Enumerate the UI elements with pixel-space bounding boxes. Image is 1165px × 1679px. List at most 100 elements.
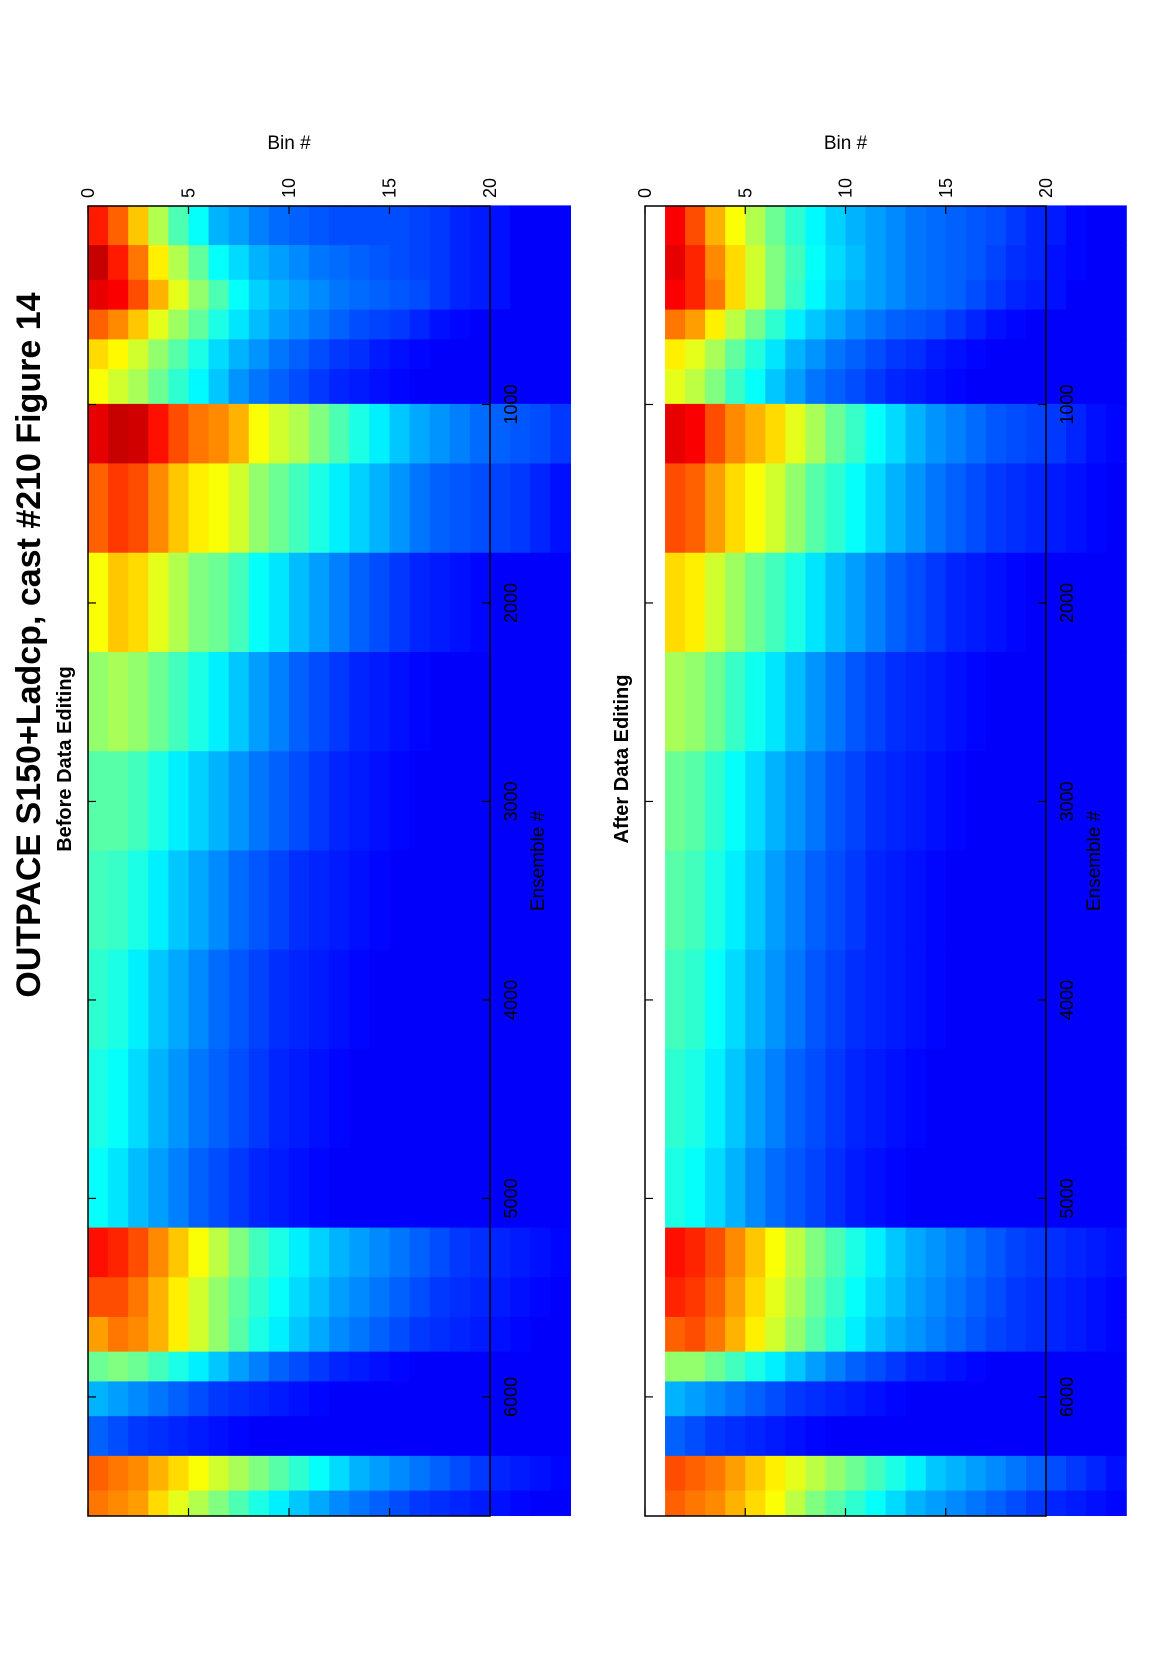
heatmap-cell [128, 850, 149, 951]
heatmap-cell [128, 279, 149, 311]
heatmap-cell [1025, 279, 1047, 311]
heatmap-cell [228, 751, 250, 852]
heatmap-cell [865, 751, 887, 852]
heatmap-cell [1046, 651, 1067, 752]
heatmap-cell [765, 205, 786, 246]
heatmap-cell [725, 751, 746, 852]
heatmap-cell [228, 949, 250, 1050]
heatmap-cell [168, 1381, 190, 1417]
heatmap-cell [1106, 1455, 1127, 1492]
heatmap-cell [208, 1351, 230, 1383]
heatmap-cell [725, 1351, 746, 1383]
heatmap-cell [289, 1381, 310, 1417]
heatmap-cell [108, 552, 129, 653]
heatmap-cell [268, 1148, 290, 1229]
heatmap-cell [785, 369, 806, 405]
heatmap-cell [665, 949, 686, 1050]
heatmap-cell [469, 1048, 491, 1149]
heatmap-cell [429, 1381, 451, 1417]
heatmap-cell [550, 1316, 571, 1353]
heatmap-cell [389, 949, 411, 1050]
heatmap-cell [945, 1351, 967, 1383]
heatmap-cell [429, 1416, 451, 1457]
heatmap-cell [409, 279, 431, 311]
heatmap-cell [449, 1490, 471, 1516]
heatmap-cell [228, 1148, 250, 1229]
heatmap-cell [389, 552, 411, 653]
heatmap-cell [1066, 1381, 1087, 1417]
heatmap-cell [1046, 1416, 1067, 1457]
rotated-figure: OUTPACE S150+Ladcp, cast #210 Figure 14 … [10, 133, 1127, 1517]
heatmap-cell [128, 1316, 149, 1353]
heatmap-cell [945, 1227, 967, 1278]
heatmap-cell [329, 279, 350, 311]
heatmap-cell [409, 1227, 431, 1278]
heatmap-cell [228, 279, 250, 311]
heatmap-cell [1066, 1416, 1087, 1457]
heatmap-cell [148, 1455, 170, 1492]
heatmap-cell [128, 1277, 149, 1318]
heatmap-cell [825, 1381, 847, 1417]
heatmap-cell [845, 1148, 867, 1229]
heatmap-cell [1025, 949, 1047, 1050]
heatmap-cell [530, 369, 551, 405]
heatmap-cell [665, 279, 686, 311]
heatmap-cell [228, 339, 250, 370]
heatmap-cell [985, 245, 1007, 281]
heatmap-cell [785, 1048, 806, 1149]
heatmap-cell [1106, 1490, 1127, 1516]
heatmap-cell [1046, 369, 1067, 405]
heatmap-cell [208, 309, 230, 340]
heatmap-cell [885, 205, 907, 246]
heatmap-cell [805, 245, 827, 281]
heatmap-cell [429, 1490, 451, 1516]
heatmap-cell [1005, 1381, 1027, 1417]
heatmap-cell [429, 205, 451, 246]
heatmap-cell [449, 1048, 471, 1149]
heatmap-cell [645, 339, 666, 370]
heatmap-cell [645, 1455, 666, 1492]
heatmap-cell [845, 1490, 867, 1516]
heatmap-cell [1025, 1381, 1047, 1417]
y-tick-label: 15 [380, 178, 400, 198]
heatmap-cell [530, 309, 551, 340]
heatmap-cell [208, 403, 230, 465]
heatmap-cell [128, 949, 149, 1050]
heatmap-cell [88, 1416, 109, 1457]
heatmap-cell [1046, 1277, 1067, 1318]
heatmap-cell [905, 1048, 927, 1149]
heatmap-cell [745, 651, 766, 752]
heatmap-cell [429, 1277, 451, 1318]
heatmap-cell [745, 339, 766, 370]
heatmap-cell [128, 369, 149, 405]
heatmap-cell [1005, 1277, 1027, 1318]
heatmap-cell [1106, 1381, 1127, 1417]
heatmap-cell [409, 339, 431, 370]
heatmap-cell [1046, 850, 1067, 951]
heatmap-cell [268, 651, 290, 752]
heatmap-cell [725, 1148, 746, 1229]
heatmap-cell [369, 552, 391, 653]
heatmap-cell [905, 1277, 927, 1318]
heatmap-cell [1025, 751, 1047, 852]
heatmap-cell [685, 369, 706, 405]
heatmap-cell [369, 751, 391, 852]
heatmap-cell [208, 1277, 230, 1318]
heatmap-cell [825, 403, 847, 465]
heatmap-cell [248, 552, 270, 653]
heatmap-cell [985, 205, 1007, 246]
heatmap-cell [1025, 1227, 1047, 1278]
heatmap-cell [429, 339, 451, 370]
heatmap-cell [665, 651, 686, 752]
heatmap-cell [530, 949, 551, 1050]
heatmap-cell [845, 949, 867, 1050]
heatmap-cell [268, 1048, 290, 1149]
heatmap-cell [369, 369, 391, 405]
heatmap-cell [349, 309, 370, 340]
heatmap-cell [1005, 949, 1027, 1050]
heatmap-cell [409, 1381, 431, 1417]
heatmap-cell [469, 403, 491, 465]
heatmap-cell [228, 369, 250, 405]
heatmap-cell [745, 279, 766, 311]
heatmap-cell [550, 1416, 571, 1457]
